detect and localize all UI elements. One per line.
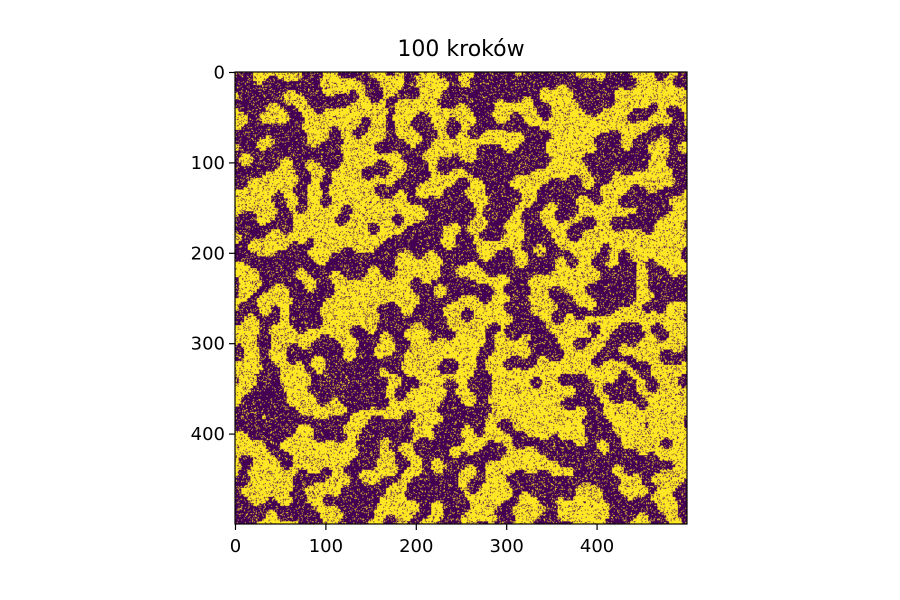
chart-title: 100 kroków — [397, 37, 525, 62]
x-tick-label: 200 — [399, 536, 433, 557]
plot-frame — [234, 71, 688, 525]
y-tick-label: 100 — [191, 153, 225, 174]
y-tick-label: 400 — [191, 424, 225, 445]
y-tick-label: 0 — [214, 63, 225, 84]
x-tick-label: 300 — [490, 536, 524, 557]
x-axis: 0 100 200 300 400 — [230, 524, 614, 557]
y-axis: 0 100 200 300 400 — [191, 63, 235, 445]
x-tick-label: 100 — [309, 536, 343, 557]
x-tick-label: 400 — [580, 536, 614, 557]
y-tick-label: 300 — [191, 334, 225, 355]
x-tick-label: 0 — [230, 536, 241, 557]
heatmap-image-group — [235, 72, 687, 524]
heatmap-image — [235, 72, 687, 524]
y-tick-label: 200 — [191, 243, 225, 264]
